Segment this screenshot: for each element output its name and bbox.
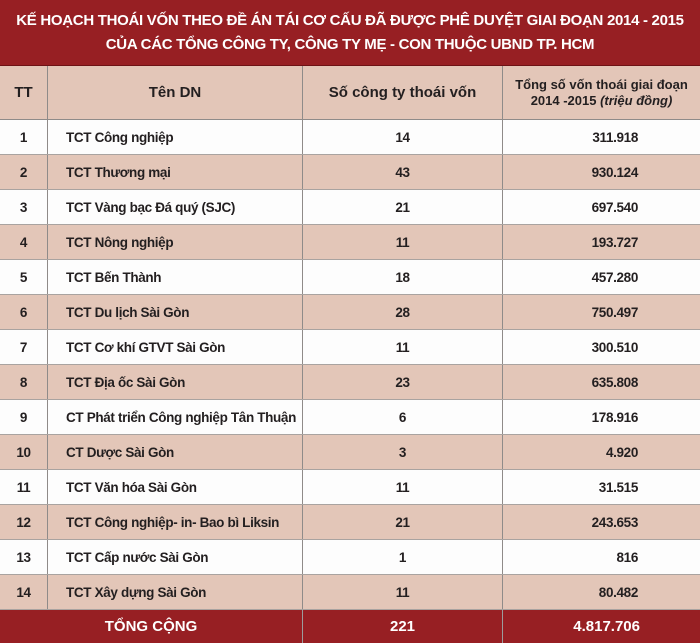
row-number: 9 [0, 400, 48, 434]
total-amount: 4.817.706 [573, 618, 640, 635]
row-count: 6 [303, 400, 503, 434]
row-count: 43 [303, 155, 503, 189]
header-so-cong-ty: Số công ty thoái vốn [303, 66, 503, 119]
row-count: 21 [303, 190, 503, 224]
row-count: 21 [303, 505, 503, 539]
row-number: 1 [0, 120, 48, 154]
table-row: 10 CT Dược Sài Gòn 3 4.920 [0, 435, 700, 470]
table-row: 14 TCT Xây dựng Sài Gòn 11 80.482 [0, 575, 700, 610]
row-number: 4 [0, 225, 48, 259]
row-number: 6 [0, 295, 48, 329]
title-line-1: KẾ HOẠCH THOÁI VỐN THEO ĐỀ ÁN TÁI CƠ CẤU… [16, 12, 684, 29]
row-total: 4.920 [605, 444, 638, 460]
table-total-row: TỔNG CỘNG 221 4.817.706 [0, 610, 700, 643]
header-ten-dn: Tên DN [48, 66, 303, 119]
row-total: 635.808 [591, 374, 639, 390]
row-total: 300.510 [591, 339, 639, 355]
row-number: 14 [0, 575, 48, 609]
row-count: 11 [303, 575, 503, 609]
row-total: 178.916 [591, 409, 639, 425]
row-number: 7 [0, 330, 48, 364]
row-name: TCT Cấp nước Sài Gòn [48, 540, 303, 574]
header-tong-so-von-line2: 2014 -2015 (triệu đồng) [530, 92, 673, 108]
row-name: TCT Văn hóa Sài Gòn [48, 470, 303, 504]
row-number: 12 [0, 505, 48, 539]
row-total: 243.653 [591, 514, 639, 530]
table-row: 3 TCT Vàng bạc Đá quý (SJC) 21 697.540 [0, 190, 700, 225]
table-row: 12 TCT Công nghiệp- in- Bao bì Liksin 21… [0, 505, 700, 540]
row-count: 28 [303, 295, 503, 329]
table-row: 8 TCT Địa ốc Sài Gòn 23 635.808 [0, 365, 700, 400]
row-count: 11 [303, 470, 503, 504]
row-count: 3 [303, 435, 503, 469]
row-number: 3 [0, 190, 48, 224]
row-name: TCT Du lịch Sài Gòn [48, 295, 303, 329]
table-row: 5 TCT Bến Thành 18 457.280 [0, 260, 700, 295]
row-name: TCT Vàng bạc Đá quý (SJC) [48, 190, 303, 224]
table-header-row: TT Tên DN Số công ty thoái vốn Tổng số v… [0, 66, 700, 120]
table-row: 7 TCT Cơ khí GTVT Sài Gòn 11 300.510 [0, 330, 700, 365]
row-name: CT Dược Sài Gòn [48, 435, 303, 469]
row-name: TCT Thương mại [48, 155, 303, 189]
row-total: 697.540 [591, 199, 639, 215]
row-number: 10 [0, 435, 48, 469]
header-tt: TT [0, 66, 48, 119]
row-name: TCT Cơ khí GTVT Sài Gòn [48, 330, 303, 364]
total-count: 221 [303, 610, 503, 643]
total-label: TỔNG CỘNG [0, 610, 303, 643]
row-total: 816 [616, 549, 639, 565]
row-name: CT Phát triển Công nghiệp Tân Thuận [48, 400, 303, 434]
row-name: TCT Địa ốc Sài Gòn [48, 365, 303, 399]
row-total: 193.727 [591, 234, 639, 250]
table-body: 1 TCT Công nghiệp 14 311.918 2 TCT Thươn… [0, 120, 700, 610]
title-line-2: CỦA CÁC TỔNG CÔNG TY, CÔNG TY MẸ - CON T… [105, 36, 595, 53]
row-number: 13 [0, 540, 48, 574]
row-number: 2 [0, 155, 48, 189]
table-row: 2 TCT Thương mại 43 930.124 [0, 155, 700, 190]
header-tong-so-von-line1: Tổng số vốn thoái giai đoạn [515, 76, 688, 92]
row-total: 31.515 [598, 479, 639, 495]
row-count: 1 [303, 540, 503, 574]
header-unit-note: (triệu đồng) [600, 92, 673, 108]
row-count: 18 [303, 260, 503, 294]
table-row: 6 TCT Du lịch Sài Gòn 28 750.497 [0, 295, 700, 330]
row-name: TCT Công nghiệp- in- Bao bì Liksin [48, 505, 303, 539]
table-row: 11 TCT Văn hóa Sài Gòn 11 31.515 [0, 470, 700, 505]
row-count: 14 [303, 120, 503, 154]
table-row: 13 TCT Cấp nước Sài Gòn 1 816 [0, 540, 700, 575]
row-total: 457.280 [591, 269, 639, 285]
table-row: 1 TCT Công nghiệp 14 311.918 [0, 120, 700, 155]
row-name: TCT Nông nghiệp [48, 225, 303, 259]
row-total: 80.482 [598, 584, 639, 600]
table-row: 9 CT Phát triển Công nghiệp Tân Thuận 6 … [0, 400, 700, 435]
row-name: TCT Bến Thành [48, 260, 303, 294]
table-row: 4 TCT Nông nghiệp 11 193.727 [0, 225, 700, 260]
header-tong-so-von: Tổng số vốn thoái giai đoạn 2014 -2015 (… [503, 66, 700, 119]
row-total: 930.124 [591, 164, 639, 180]
row-total: 750.497 [591, 304, 639, 320]
row-name: TCT Công nghiệp [48, 120, 303, 154]
row-count: 11 [303, 330, 503, 364]
row-count: 23 [303, 365, 503, 399]
row-number: 5 [0, 260, 48, 294]
title-banner: KẾ HOẠCH THOÁI VỐN THEO ĐỀ ÁN TÁI CƠ CẤU… [0, 0, 700, 66]
row-number: 11 [0, 470, 48, 504]
row-count: 11 [303, 225, 503, 259]
row-number: 8 [0, 365, 48, 399]
row-total: 311.918 [592, 129, 638, 145]
row-name: TCT Xây dựng Sài Gòn [48, 575, 303, 609]
